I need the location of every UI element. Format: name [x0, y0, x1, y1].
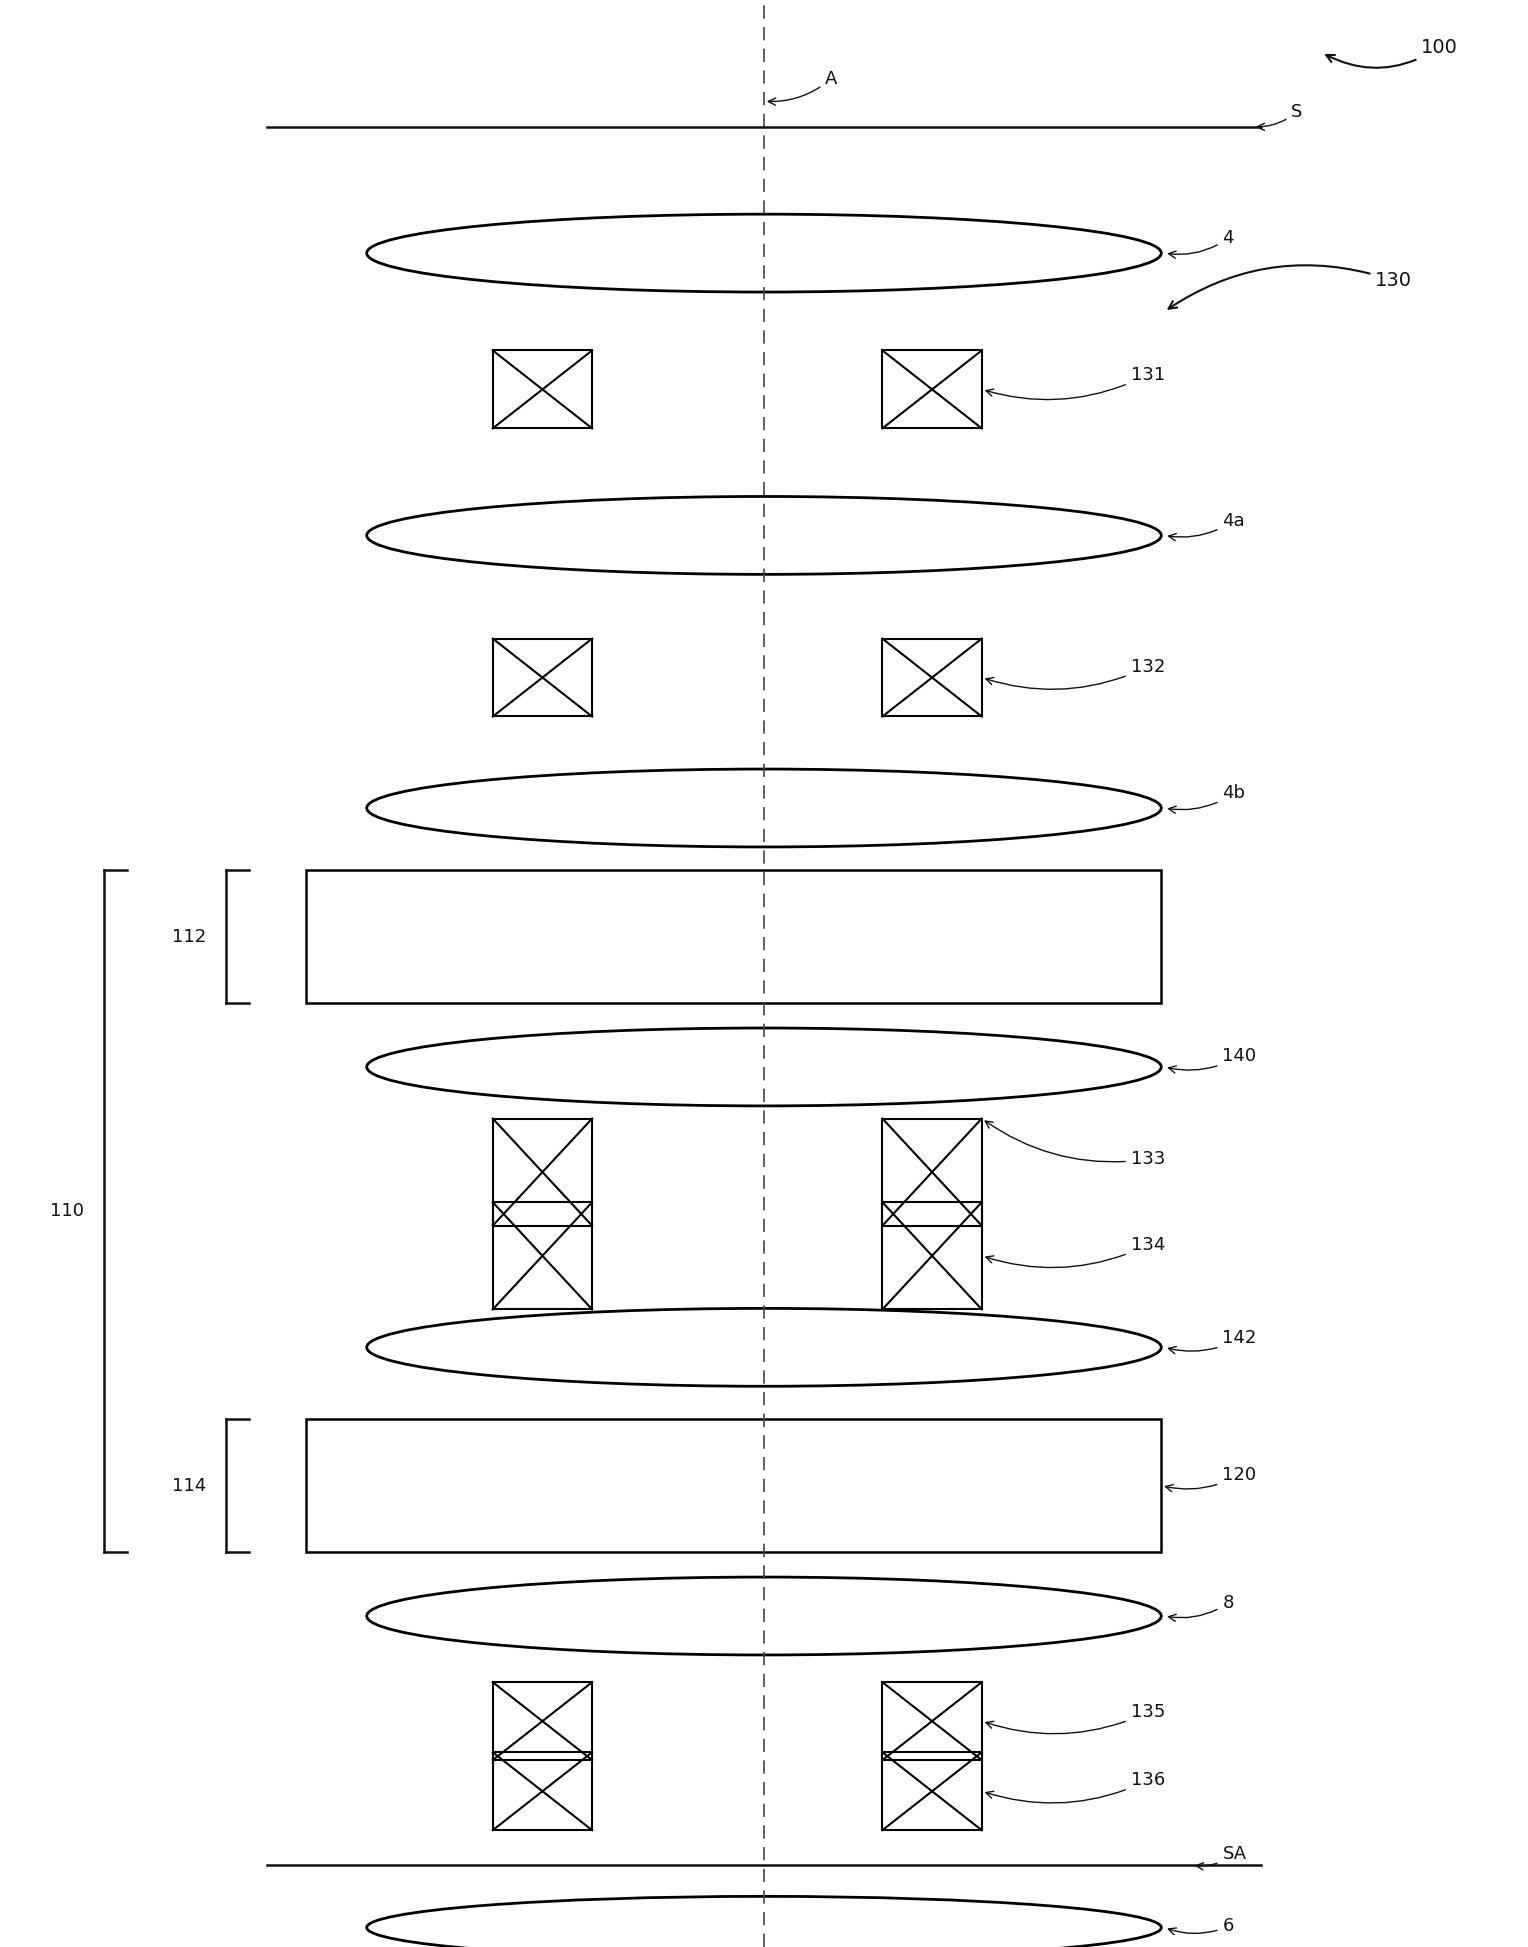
Text: 131: 131 [986, 366, 1164, 399]
Text: 134: 134 [986, 1236, 1164, 1267]
Text: 136: 136 [986, 1772, 1164, 1803]
Bar [492, 1118, 591, 1227]
Bar [492, 639, 591, 716]
Text: A: A [769, 70, 837, 105]
Bar [882, 1201, 981, 1310]
Text: 114: 114 [173, 1476, 206, 1495]
Bar [882, 1682, 981, 1760]
Bar [882, 1118, 981, 1227]
Bar [492, 1682, 591, 1760]
Text: 110: 110 [50, 1201, 84, 1221]
Text: 4a: 4a [1169, 512, 1245, 541]
Text: 4b: 4b [1169, 785, 1245, 814]
Text: 135: 135 [986, 1704, 1164, 1733]
Bar [306, 1419, 1161, 1552]
Bar [882, 639, 981, 716]
Text: 4: 4 [1169, 230, 1235, 259]
Text: 132: 132 [986, 658, 1164, 689]
Text: 120: 120 [1166, 1466, 1256, 1491]
Text: SA: SA [1196, 1846, 1247, 1869]
Text: 6: 6 [1169, 1918, 1233, 1935]
Text: 112: 112 [173, 927, 206, 946]
Text: 133: 133 [986, 1121, 1164, 1168]
Text: 8: 8 [1169, 1595, 1233, 1622]
Bar [306, 870, 1161, 1003]
Bar [882, 350, 981, 428]
Text: 140: 140 [1169, 1047, 1256, 1073]
Text: S: S [1258, 103, 1302, 130]
Bar [492, 350, 591, 428]
Bar [492, 1752, 591, 1830]
Bar [882, 1752, 981, 1830]
Bar [492, 1201, 591, 1310]
Text: 142: 142 [1169, 1330, 1256, 1353]
Text: 100: 100 [1326, 37, 1458, 68]
Text: 130: 130 [1169, 265, 1412, 310]
